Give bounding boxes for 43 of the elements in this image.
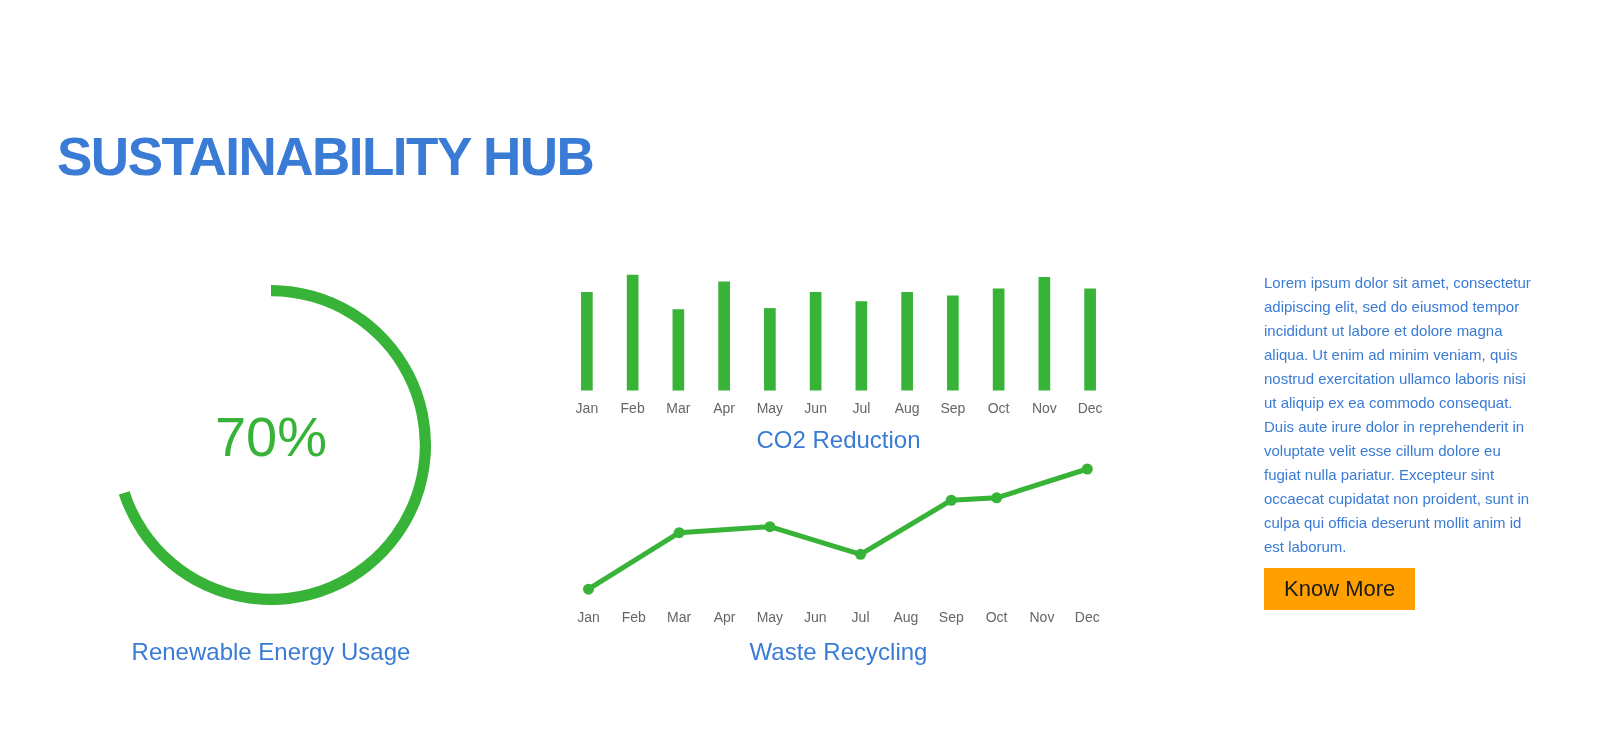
x-tick-label: Dec [1074,609,1100,626]
text: Know More [1284,576,1396,601]
x-tick-label: May [756,400,784,417]
x-tick-label: Feb [621,609,647,626]
x-tick-label: Jan [575,400,599,417]
text: Waste Recycling [748,637,929,667]
text: Renewable Energy Usage [130,637,412,667]
x-tick-label: Apr [713,609,736,626]
data-label: 70% [214,405,328,469]
bar [764,308,776,391]
text: SUSTAINABILITY HUB [57,127,594,186]
x-tick-label: Jun [803,609,827,626]
bar [581,291,593,391]
bar [855,301,868,391]
bar [809,291,822,391]
x-tick-label: May [756,609,784,626]
bar [626,274,639,391]
x-tick-label: Oct [987,400,1010,417]
x-tick-label: Aug [893,609,919,626]
bar [1084,288,1096,391]
bar [901,291,913,391]
bar [718,281,730,391]
x-tick-label: Jul [851,609,870,626]
bar [672,309,685,391]
bar [947,295,959,391]
x-tick-label: Mar [666,400,691,417]
x-tick-label: Jun [804,400,827,417]
text: CO2 Reduction [755,425,922,455]
x-tick-label: Jul [852,400,871,417]
x-tick-label: Oct [985,609,1008,626]
x-tick-label: Aug [894,400,920,417]
x-tick-label: Apr [713,400,736,417]
x-tick-label: Feb [620,400,645,417]
x-tick-label: Sep [940,400,966,417]
x-tick-label: Mar [667,609,692,626]
x-tick-label: Sep [938,609,964,626]
x-tick-label: Nov [1029,609,1055,626]
text: Lorem ipsum dolor sit amet, consectetur adipiscing elit, sed do eiusmod tempor incididunt ut labore et dolore magna aliqua. Ut enim ad minim veniam, quis nostrud exercitation ullamco laboris nisi ut aliquip ex ea commodo consequat. Duis aute irure dolor in reprehenderit in voluptate velit esse cillum dolore eu fugiat nulla pariatur. Excepteur sint occaecat cupidatat non proident, sunt in culpa qui officia deserunt mollit anim id est laborum. [1264,274,1531,555]
bar [1038,276,1051,391]
x-tick-label: Jan [577,609,600,626]
x-tick-label: Dec [1077,400,1103,417]
x-tick-label: Nov [1031,400,1057,417]
bar [992,288,1005,391]
